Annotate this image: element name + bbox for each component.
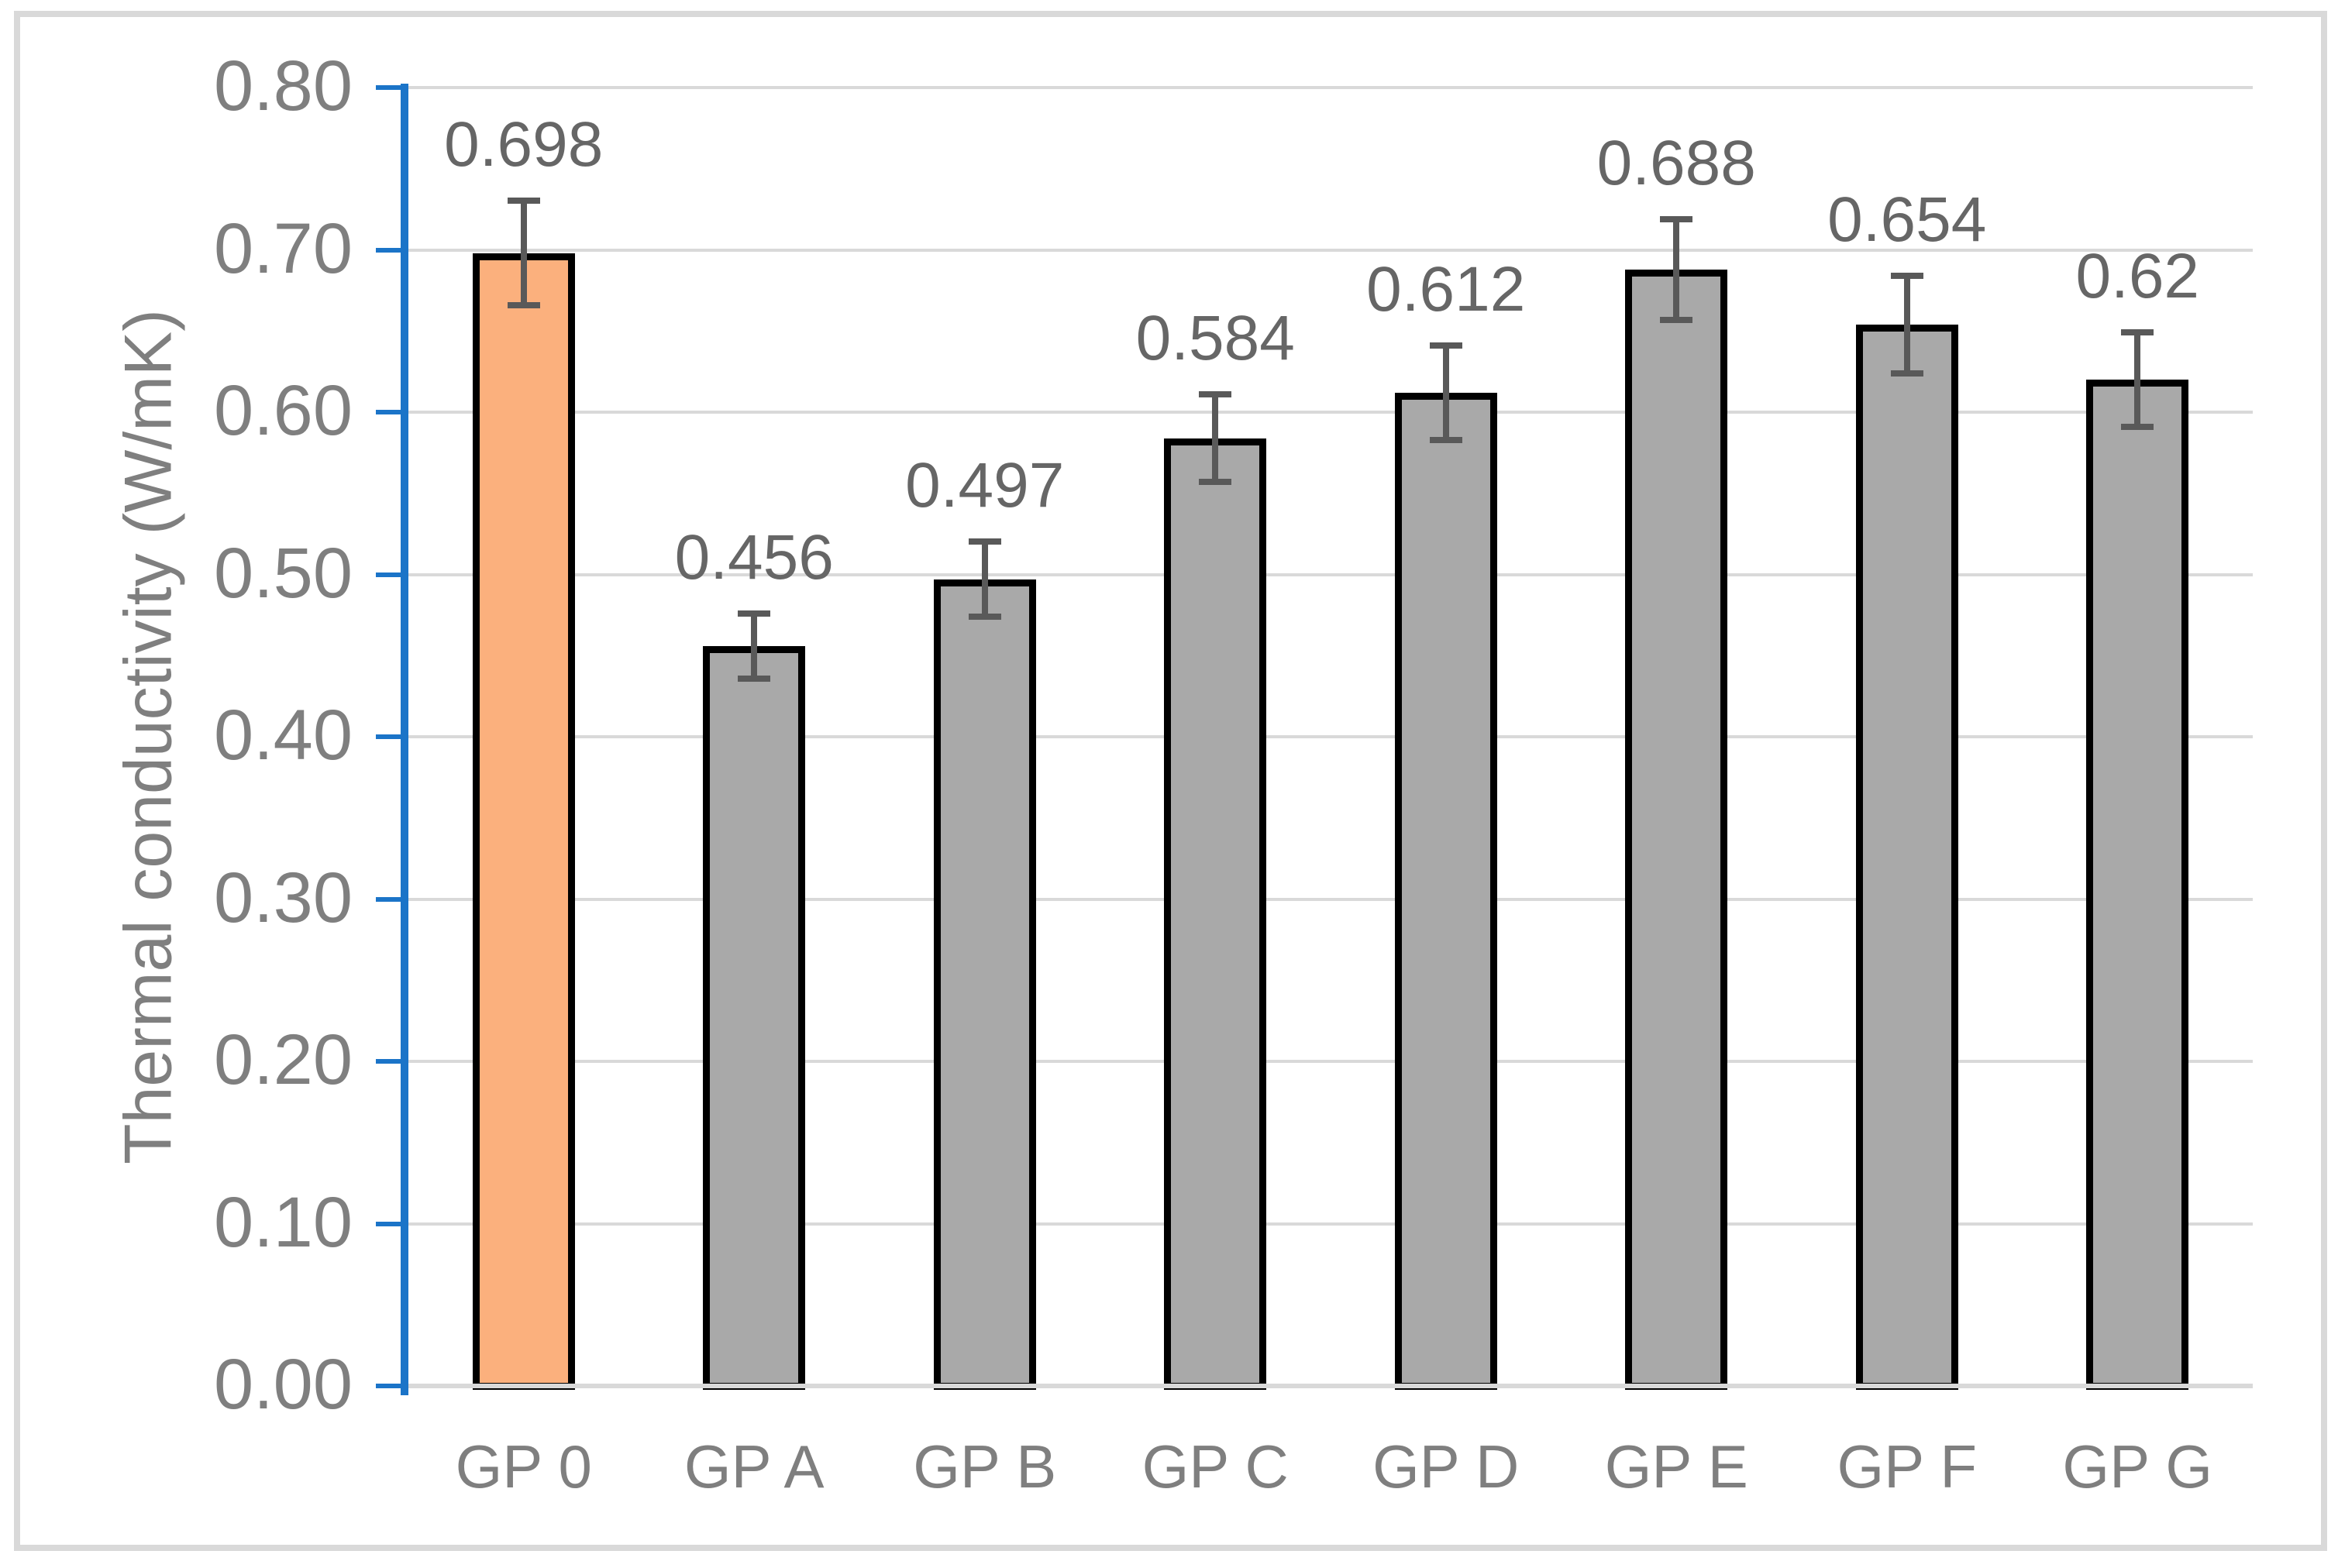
error-bar-cap-top xyxy=(968,538,1001,545)
data-label: 0.654 xyxy=(1827,184,1987,255)
error-bar-cap-bottom xyxy=(1429,436,1462,443)
error-bar-cap-bottom xyxy=(738,675,771,682)
error-bar-cap-top xyxy=(507,198,540,205)
y-axis-tick xyxy=(376,1059,401,1064)
error-bar xyxy=(968,538,1001,621)
x-tick-label: GP E xyxy=(1604,1432,1748,1501)
data-label: 0.456 xyxy=(674,521,834,593)
bar-gp-g xyxy=(2086,380,2189,1390)
category-gp-g: 0.62 GP G xyxy=(2023,88,2254,1501)
gridline xyxy=(408,897,2253,901)
error-bar xyxy=(2121,329,2154,431)
bar-gp-e xyxy=(1625,269,1728,1390)
gridline xyxy=(408,1222,2253,1226)
category-gp-c: 0.584 GP C xyxy=(1100,88,1331,1501)
y-tick-label: 0.10 xyxy=(213,1182,353,1262)
x-tick-label: GP 0 xyxy=(455,1432,592,1501)
error-bar-cap-bottom xyxy=(1890,370,1923,377)
error-bar-cap-bottom xyxy=(507,301,540,308)
category-gp-0: 0.698 GP 0 xyxy=(408,88,639,1501)
error-bar-cap-top xyxy=(1429,342,1462,349)
y-tick-label: 0.00 xyxy=(213,1345,353,1424)
gridline xyxy=(408,86,2253,89)
bar-gp-f xyxy=(1855,324,1958,1390)
data-label: 0.688 xyxy=(1596,127,1756,198)
y-axis-tick xyxy=(376,85,401,90)
y-tick-label: 0.50 xyxy=(213,533,353,613)
error-bar-cap-bottom xyxy=(968,614,1001,621)
x-tick-label: GP D xyxy=(1372,1432,1520,1501)
gridline xyxy=(408,248,2253,252)
gridline xyxy=(408,573,2253,576)
y-tick-label: 0.60 xyxy=(213,371,353,450)
gridline xyxy=(408,411,2253,414)
error-bar-line xyxy=(751,610,758,682)
bar-gp-a xyxy=(703,645,806,1390)
bar-gp-0 xyxy=(472,253,575,1390)
y-axis-tick xyxy=(376,247,401,253)
error-bar-line xyxy=(981,538,988,621)
data-label: 0.584 xyxy=(1135,302,1295,373)
y-tick-label: 0.70 xyxy=(213,208,353,288)
bar-gp-d xyxy=(1394,392,1497,1390)
category-gp-a: 0.456 GP A xyxy=(639,88,870,1501)
y-axis-tick xyxy=(376,734,401,739)
y-tick-label: 0.40 xyxy=(213,696,353,775)
error-bar xyxy=(507,198,540,308)
error-bar xyxy=(1429,342,1462,443)
x-tick-label: GP G xyxy=(2062,1432,2213,1501)
bar-gp-c xyxy=(1164,438,1267,1390)
y-tick-label: 0.20 xyxy=(213,1020,353,1099)
x-tick-label: GP F xyxy=(1837,1432,1978,1501)
category-gp-b: 0.497 GP B xyxy=(869,88,1100,1501)
y-axis-tick xyxy=(376,896,401,902)
category-gp-f: 0.654 GP F xyxy=(1792,88,2023,1501)
y-tick-label: 0.30 xyxy=(213,858,353,937)
x-tick-label: GP B xyxy=(913,1432,1057,1501)
error-bar-line xyxy=(520,198,527,308)
error-bar-line xyxy=(2134,329,2141,431)
error-bar-line xyxy=(1442,342,1449,443)
gridline xyxy=(408,735,2253,738)
error-bar-cap-bottom xyxy=(1199,479,1232,486)
category-gp-e: 0.688 GP E xyxy=(1562,88,1792,1501)
y-axis-line xyxy=(401,84,408,1395)
data-label: 0.612 xyxy=(1366,253,1526,325)
x-tick-label: GP A xyxy=(683,1432,825,1501)
data-label: 0.497 xyxy=(905,450,1065,521)
y-axis-tick xyxy=(376,1384,401,1388)
error-bar-cap-top xyxy=(1199,390,1232,397)
y-axis-tick xyxy=(376,1221,401,1226)
x-tick-label: GP C xyxy=(1141,1432,1289,1501)
error-bar-cap-top xyxy=(1660,215,1693,222)
error-bar-cap-top xyxy=(2121,329,2154,336)
error-bar-line xyxy=(1673,215,1680,323)
plot-area: 0.80 0.70 0.60 0.50 0.40 0.30 0.20 0.10 0.00 0.69… xyxy=(214,50,2254,1501)
error-bar xyxy=(1199,390,1232,486)
error-bar xyxy=(1660,215,1693,323)
error-bar xyxy=(1890,272,1923,377)
error-bar-cap-bottom xyxy=(2121,424,2154,431)
category-gp-d: 0.612 GP D xyxy=(1331,88,1562,1501)
x-axis-baseline xyxy=(408,1384,2253,1388)
gridline xyxy=(408,1060,2253,1063)
error-bar-line xyxy=(1212,390,1219,486)
data-label: 0.698 xyxy=(444,109,604,181)
error-bar-cap-bottom xyxy=(1660,316,1693,323)
y-axis-title: Thermal conductivity (W/mK) xyxy=(111,309,186,1164)
error-bar xyxy=(738,610,771,682)
data-label: 0.62 xyxy=(2075,241,2200,312)
error-bar-line xyxy=(1903,272,1910,377)
y-axis-tick xyxy=(376,572,401,577)
error-bar-cap-top xyxy=(1890,272,1923,279)
y-tick-label: 0.80 xyxy=(213,46,353,126)
error-bar-cap-top xyxy=(738,610,771,617)
y-axis-tick xyxy=(376,410,401,414)
bar-gp-b xyxy=(933,579,1036,1390)
